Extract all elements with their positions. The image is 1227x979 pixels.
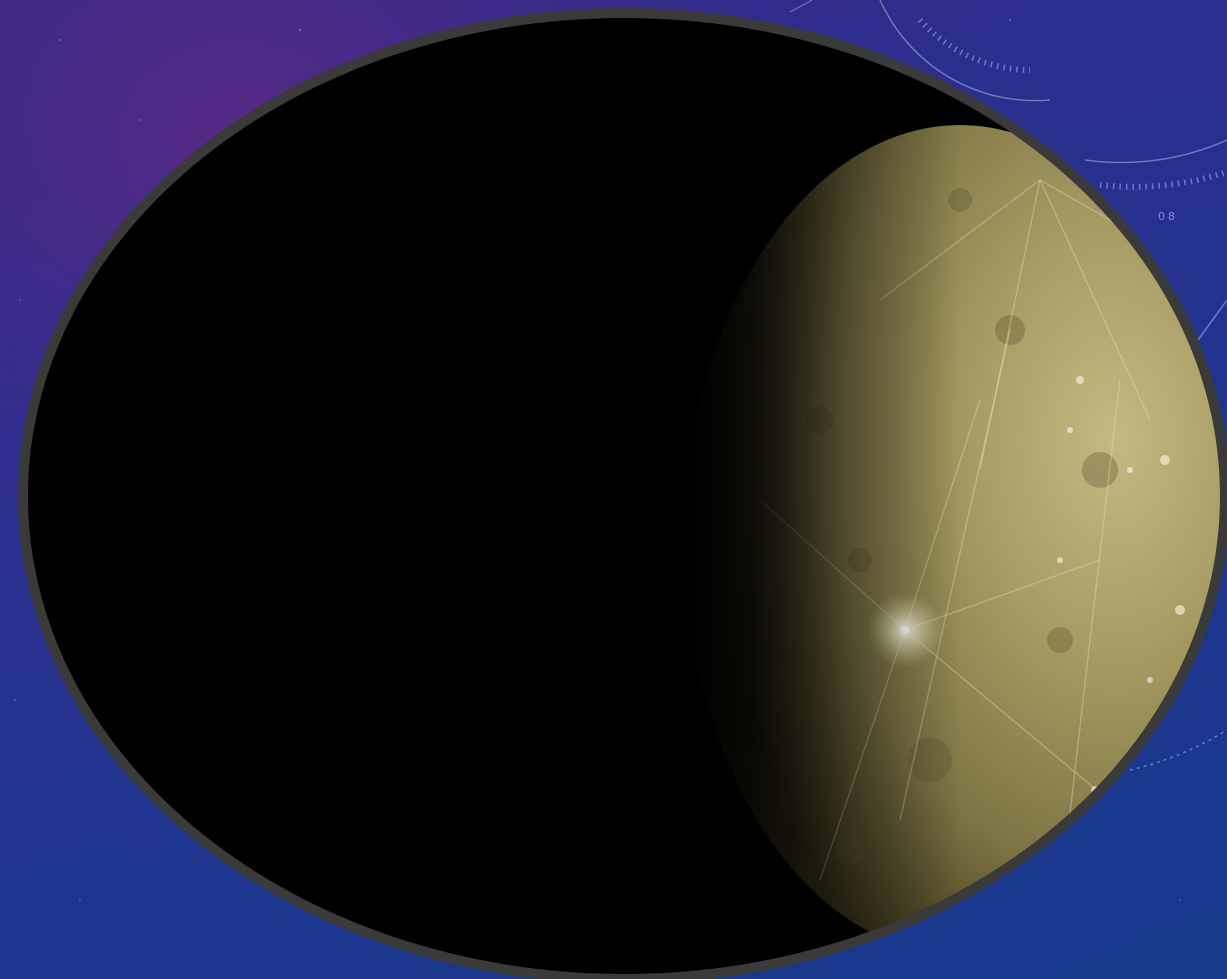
hud-tick-label: 08 (1158, 210, 1178, 223)
